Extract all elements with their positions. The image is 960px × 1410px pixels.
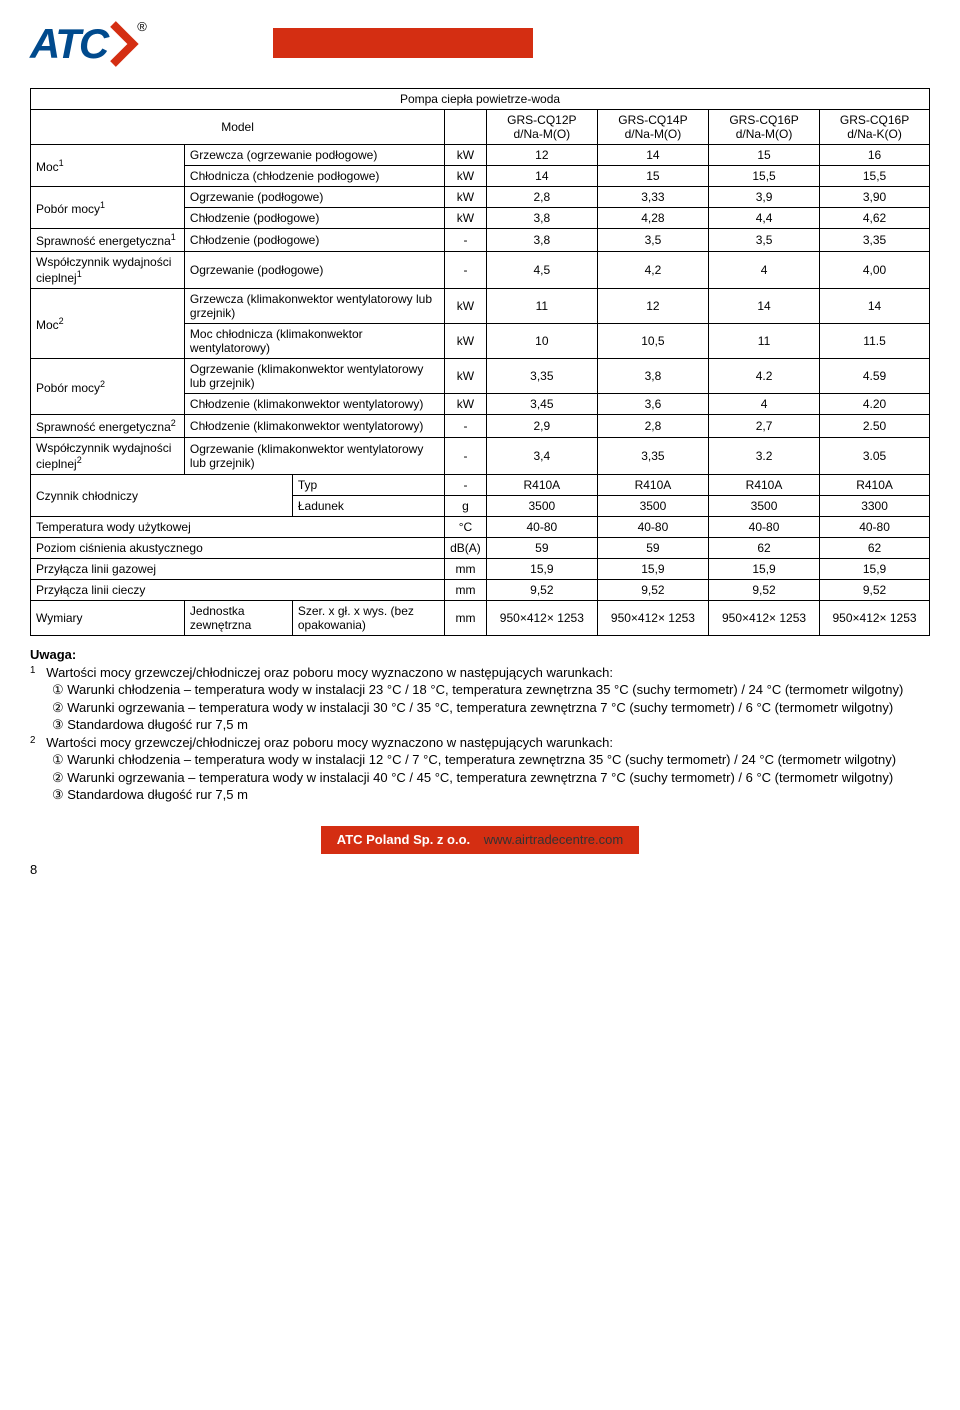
notes-heading: Uwaga: [30, 646, 930, 664]
header: ATC ® [30, 20, 930, 68]
table-row: Moc1 Grzewcza (ogrzewanie podłogowe) kW … [31, 145, 930, 166]
notes-section: Uwaga: 1 Wartości mocy grzewczej/chłodni… [30, 646, 930, 804]
row-label: Czynnik chłodniczy [31, 475, 293, 517]
header-red-bar [273, 28, 533, 58]
col-0: GRS-CQ12P d/Na-M(O) [486, 110, 597, 145]
table-row: Współczynnik wydajności cieplnej2 Ogrzew… [31, 438, 930, 475]
footer-company: ATC Poland Sp. z o.o. [337, 832, 470, 847]
table-row: Temperatura wody użytkowej °C 40-80 40-8… [31, 517, 930, 538]
row-label: Wymiary [31, 601, 185, 636]
note-line: ① Warunki chłodzenia – temperatura wody … [30, 751, 930, 769]
row-label: Pobór mocy2 [31, 359, 185, 415]
row-label: Sprawność energetyczna2 [31, 415, 185, 438]
table-row: Moc2 Grzewcza (klimakonwektor wentylator… [31, 289, 930, 324]
table-row: Pobór mocy2 Ogrzewanie (klimakonwektor w… [31, 359, 930, 394]
table-row: Wymiary Jednostka zewnętrzna Szer. x gł.… [31, 601, 930, 636]
note-line: 1 Wartości mocy grzewczej/chłodniczej or… [30, 664, 930, 682]
table-row: Czynnik chłodniczy Typ - R410A R410A R41… [31, 475, 930, 496]
table-row: Sprawność energetyczna2 Chłodzenie (klim… [31, 415, 930, 438]
table-row: Przyłącza linii cieczy mm 9,52 9,52 9,52… [31, 580, 930, 601]
logo: ATC ® [30, 20, 153, 68]
note-line: ③ Standardowa długość rur 7,5 m [30, 786, 930, 804]
table-row: Współczynnik wydajności cieplnej1 Ogrzew… [31, 252, 930, 289]
logo-text: ATC [30, 20, 107, 68]
col-2: GRS-CQ16P d/Na-M(O) [708, 110, 819, 145]
note-line: ② Warunki ogrzewania – temperatura wody … [30, 769, 930, 787]
table-row: Pobór mocy1 Ogrzewanie (podłogowe) kW 2,… [31, 187, 930, 208]
row-label: Moc1 [31, 145, 185, 187]
col-3: GRS-CQ16P d/Na-K(O) [820, 110, 930, 145]
page-number: 8 [30, 862, 930, 877]
sub-label: Grzewcza (ogrzewanie podłogowe) [184, 145, 444, 166]
spec-table: Pompa ciepła powietrze-woda Model GRS-CQ… [30, 88, 930, 636]
table-row: Sprawność energetyczna1 Chłodzenie (podł… [31, 229, 930, 252]
row-label: Pobór mocy1 [31, 187, 185, 229]
col-1: GRS-CQ14P d/Na-M(O) [597, 110, 708, 145]
row-label: Moc2 [31, 289, 185, 359]
footer-bar: ATC Poland Sp. z o.o. www.airtradecentre… [321, 826, 639, 854]
footer-url: www.airtradecentre.com [484, 832, 623, 847]
table-title: Pompa ciepła powietrze-woda [31, 89, 930, 110]
note-line: ② Warunki ogrzewania – temperatura wody … [30, 699, 930, 717]
row-label: Sprawność energetyczna1 [31, 229, 185, 252]
model-header-row: Model GRS-CQ12P d/Na-M(O) GRS-CQ14P d/Na… [31, 110, 930, 145]
note-line: ③ Standardowa długość rur 7,5 m [30, 716, 930, 734]
table-title-row: Pompa ciepła powietrze-woda [31, 89, 930, 110]
registered-mark: ® [137, 19, 147, 34]
note-line: ① Warunki chłodzenia – temperatura wody … [30, 681, 930, 699]
row-label: Współczynnik wydajności cieplnej2 [31, 438, 185, 475]
note-line: 2 Wartości mocy grzewczej/chłodniczej or… [30, 734, 930, 752]
table-row: Poziom ciśnienia akustycznego dB(A) 59 5… [31, 538, 930, 559]
table-row: Przyłącza linii gazowej mm 15,9 15,9 15,… [31, 559, 930, 580]
row-label: Współczynnik wydajności cieplnej1 [31, 252, 185, 289]
model-label: Model [31, 110, 445, 145]
footer: ATC Poland Sp. z o.o. www.airtradecentre… [30, 826, 930, 854]
